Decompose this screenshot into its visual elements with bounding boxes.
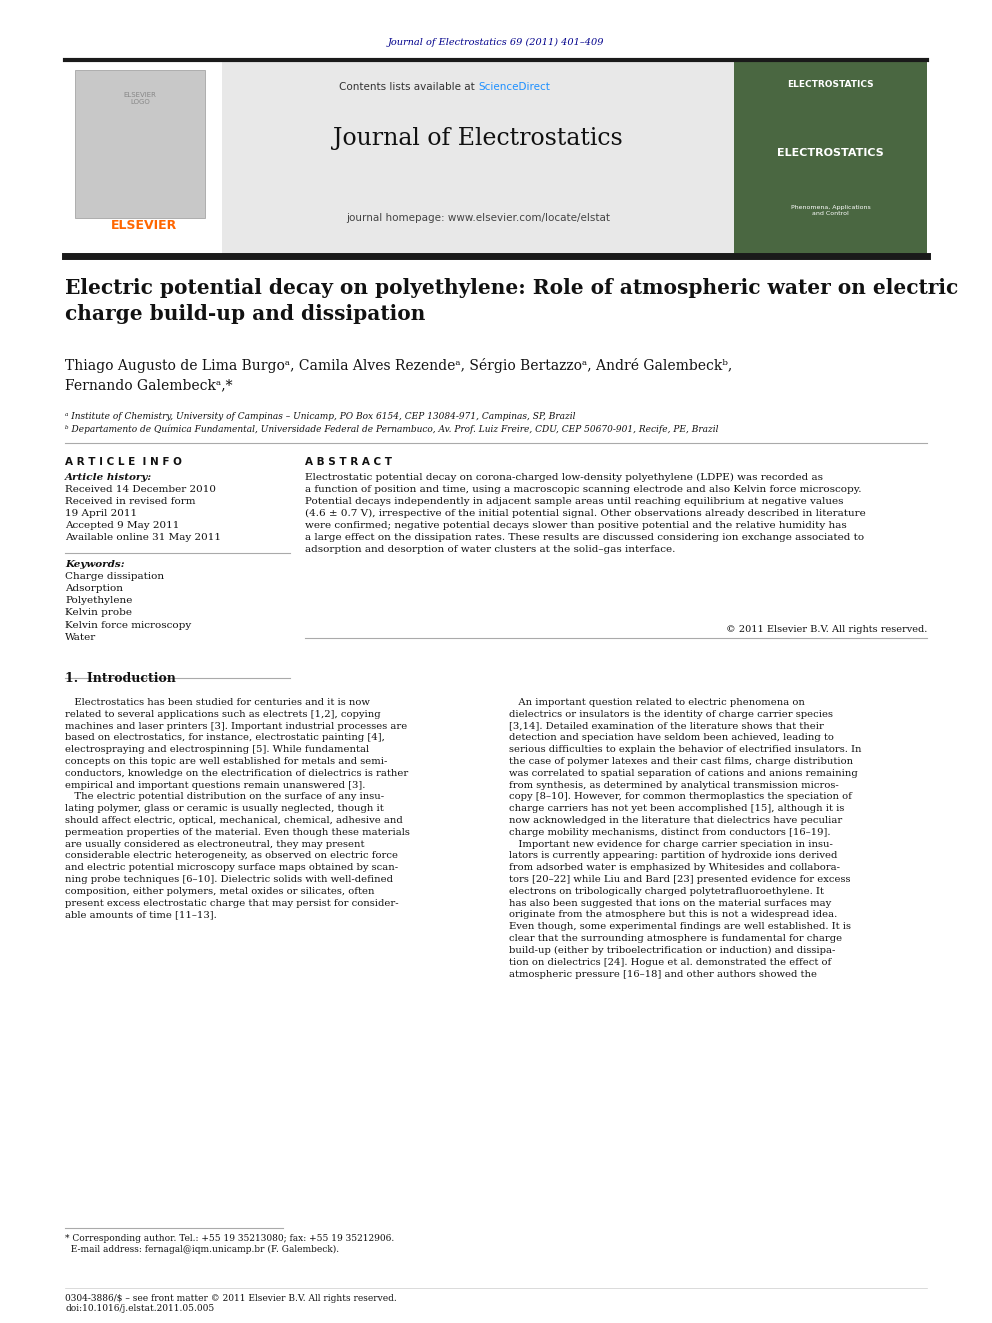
- Text: Electrostatics has been studied for centuries and it is now
related to several a: Electrostatics has been studied for cent…: [65, 699, 410, 919]
- Text: Keywords:: Keywords:: [65, 560, 125, 569]
- Text: journal homepage: www.elsevier.com/locate/elstat: journal homepage: www.elsevier.com/locat…: [346, 213, 610, 224]
- Text: © 2011 Elsevier B.V. All rights reserved.: © 2011 Elsevier B.V. All rights reserved…: [725, 624, 927, 634]
- Text: * Corresponding author. Tel.: +55 19 35213080; fax: +55 19 35212906.
  E-mail ad: * Corresponding author. Tel.: +55 19 352…: [65, 1234, 394, 1254]
- Bar: [734, 62, 927, 255]
- Bar: [75, 70, 205, 218]
- Text: A R T I C L E  I N F O: A R T I C L E I N F O: [65, 456, 182, 467]
- Bar: [65, 62, 927, 255]
- Text: ᵃ Institute of Chemistry, University of Campinas – Unicamp, PO Box 6154, CEP 130: ᵃ Institute of Chemistry, University of …: [65, 411, 575, 421]
- Text: Charge dissipation
Adsorption
Polyethylene
Kelvin probe
Kelvin force microscopy
: Charge dissipation Adsorption Polyethyle…: [65, 572, 191, 642]
- Text: Article history:: Article history:: [65, 474, 152, 482]
- Text: An important question related to electric phenomena on
dielectrics or insulators: An important question related to electri…: [509, 699, 861, 979]
- Text: Journal of Electrostatics 69 (2011) 401–409: Journal of Electrostatics 69 (2011) 401–…: [388, 38, 604, 48]
- Text: ELECTROSTATICS: ELECTROSTATICS: [788, 79, 874, 89]
- Text: A B S T R A C T: A B S T R A C T: [305, 456, 392, 467]
- Bar: [65, 62, 222, 255]
- Text: Thiago Augusto de Lima Burgoᵃ, Camila Alves Rezendeᵃ, Sérgio Bertazzoᵃ, André Ga: Thiago Augusto de Lima Burgoᵃ, Camila Al…: [65, 359, 732, 393]
- Text: Contents lists available at: Contents lists available at: [339, 82, 478, 93]
- Text: Electric potential decay on polyethylene: Role of atmospheric water on electric
: Electric potential decay on polyethylene…: [65, 278, 958, 324]
- Text: ELSEVIER
LOGO: ELSEVIER LOGO: [124, 93, 157, 106]
- Text: 1.  Introduction: 1. Introduction: [65, 672, 176, 685]
- Text: Electrostatic potential decay on corona-charged low-density polyethylene (LDPE) : Electrostatic potential decay on corona-…: [305, 474, 866, 554]
- Text: ᵇ Departamento de Química Fundamental, Universidade Federal de Pernambuco, Av. P: ᵇ Departamento de Química Fundamental, U…: [65, 425, 718, 434]
- Text: 0304-3886/$ – see front matter © 2011 Elsevier B.V. All rights reserved.
doi:10.: 0304-3886/$ – see front matter © 2011 El…: [65, 1294, 397, 1314]
- Text: Phenomena, Applications
and Control: Phenomena, Applications and Control: [791, 205, 870, 216]
- Text: ELECTROSTATICS: ELECTROSTATICS: [777, 148, 884, 157]
- Text: Received 14 December 2010
Received in revised form
19 April 2011
Accepted 9 May : Received 14 December 2010 Received in re…: [65, 486, 221, 541]
- Text: ScienceDirect: ScienceDirect: [478, 82, 550, 93]
- Text: Journal of Electrostatics: Journal of Electrostatics: [333, 127, 623, 149]
- Text: ELSEVIER: ELSEVIER: [110, 220, 177, 232]
